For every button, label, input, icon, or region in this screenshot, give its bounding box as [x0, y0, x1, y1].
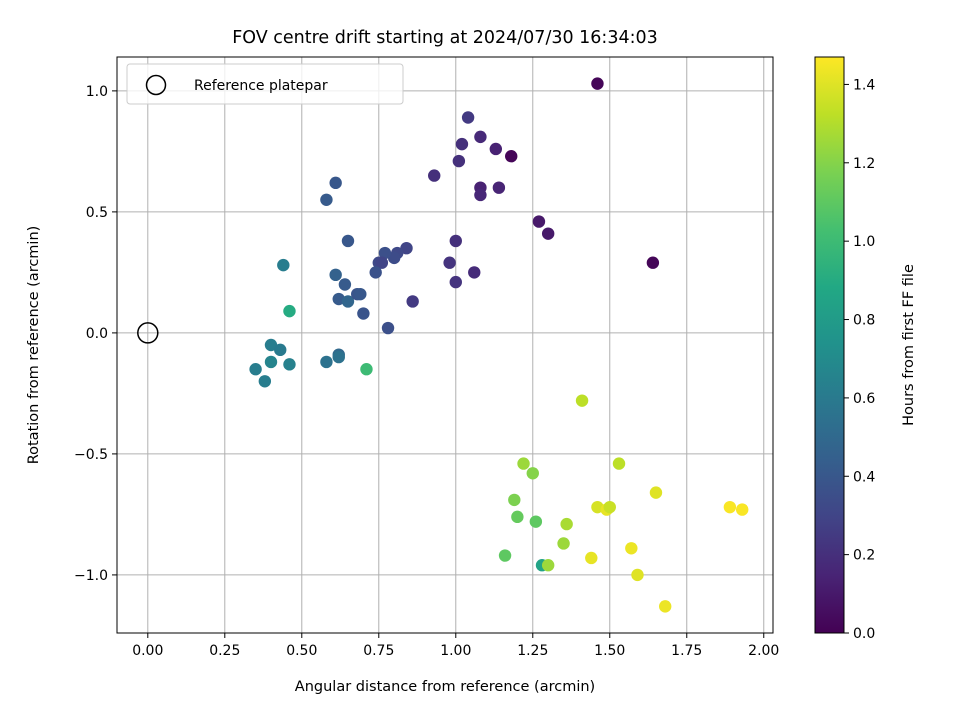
colorbar: 0.0 0.2 0.4 0.6 0.8 1.0 1.2 1.4 Hours from firs…	[814, 56, 917, 642]
data-point	[329, 176, 342, 190]
data-point	[375, 256, 389, 269]
data-point	[341, 234, 355, 248]
data-point	[264, 355, 278, 369]
data-point	[492, 181, 506, 194]
legend-marker-icon	[145, 74, 167, 96]
data-point	[332, 350, 345, 364]
data-point	[474, 188, 487, 202]
plot-frame	[116, 56, 774, 634]
data-point	[320, 193, 333, 206]
data-point	[649, 486, 663, 499]
data-point	[585, 551, 598, 565]
data-point	[357, 307, 370, 320]
data-point	[575, 394, 589, 407]
x-axis-label: Angular distance from reference (arcmin)	[295, 679, 595, 695]
x-tick-label: 0.25	[209, 643, 240, 659]
data-point	[526, 467, 539, 480]
x-tick-label: 1.75	[671, 643, 702, 659]
data-point	[400, 241, 413, 255]
x-tick-label: 1.50	[594, 643, 625, 659]
data-point	[505, 150, 518, 163]
data-point	[264, 338, 278, 352]
y-tick-label: 0.5	[86, 205, 108, 221]
data-point	[283, 358, 296, 371]
reference-point	[137, 322, 159, 344]
data-point	[603, 500, 616, 514]
y-tick-label: −0.5	[74, 447, 108, 463]
data-point	[461, 111, 475, 124]
x-tick-label: 1.25	[517, 643, 548, 659]
data-point	[449, 275, 462, 289]
data-point	[452, 154, 466, 168]
data-point	[387, 251, 401, 265]
data-point	[338, 278, 352, 291]
plot-area: 0.00 0.25 0.50 0.75 1.00 1.25 1.50 1.75 2.00 −1.…	[74, 56, 779, 659]
data-point	[283, 304, 296, 318]
data-point	[659, 600, 672, 613]
colorbar-gradient	[814, 56, 845, 634]
legend-label: Reference platepar	[194, 78, 328, 94]
data-point	[541, 227, 555, 240]
data-point	[557, 537, 570, 550]
chart-title: FOV centre drift starting at 2024/07/30 …	[232, 28, 658, 48]
x-tick-label: 0.00	[132, 643, 163, 659]
data-point	[369, 266, 382, 279]
y-tick-label: 0.0	[86, 326, 108, 342]
data-point	[449, 234, 462, 248]
legend-box	[126, 63, 404, 105]
data-point	[517, 457, 530, 470]
data-point	[320, 355, 333, 369]
data-point	[249, 363, 262, 376]
data-point	[455, 137, 469, 151]
data-point	[468, 266, 481, 279]
y-tick-label: −1.0	[74, 568, 108, 584]
data-point	[560, 517, 573, 531]
data-point	[631, 568, 644, 582]
x-tick-label: 0.50	[286, 643, 317, 659]
colorbar-tick-label: 0.4	[853, 469, 875, 485]
data-point	[529, 515, 543, 528]
data-point	[381, 321, 395, 335]
colorbar-tick-label: 0.6	[853, 391, 875, 407]
data-point	[489, 142, 503, 156]
y-tick-label: 1.0	[86, 84, 108, 100]
data-point	[508, 493, 521, 507]
data-point	[277, 258, 290, 272]
data-point	[360, 363, 373, 376]
data-point	[329, 268, 342, 282]
data-point	[274, 343, 287, 357]
data-point	[354, 287, 367, 301]
data-point	[591, 77, 604, 90]
data-point	[378, 246, 392, 260]
data-point	[736, 503, 749, 516]
y-axis-label: Rotation from reference (arcmin)	[26, 226, 42, 465]
data-point	[443, 256, 456, 269]
reference-marker	[137, 322, 159, 344]
x-tick-label: 1.00	[440, 643, 471, 659]
data-point	[498, 549, 512, 562]
x-tick-label: 0.75	[363, 643, 394, 659]
data-point	[612, 457, 626, 470]
colorbar-tick-label: 0.2	[853, 548, 875, 564]
data-point	[474, 130, 487, 144]
data-point	[428, 169, 441, 182]
colorbar-tick-label: 1.0	[853, 234, 875, 250]
data-point	[341, 295, 355, 308]
colorbar-tick-label: 1.4	[853, 77, 875, 93]
data-point	[625, 542, 638, 555]
data-point	[723, 500, 737, 514]
data-point	[258, 375, 272, 388]
x-tick-label: 2.00	[748, 643, 779, 659]
colorbar-tick-label: 0.8	[853, 313, 875, 329]
data-point	[406, 295, 419, 308]
colorbar-tick-label: 0.0	[853, 626, 875, 642]
data-point	[541, 559, 555, 572]
data-point	[646, 256, 660, 269]
data-point	[511, 510, 524, 524]
colorbar-tick-label: 1.2	[853, 156, 875, 172]
colorbar-label: Hours from first FF file	[901, 264, 917, 426]
data-point	[532, 215, 546, 228]
legend: Reference platepar	[126, 63, 404, 105]
